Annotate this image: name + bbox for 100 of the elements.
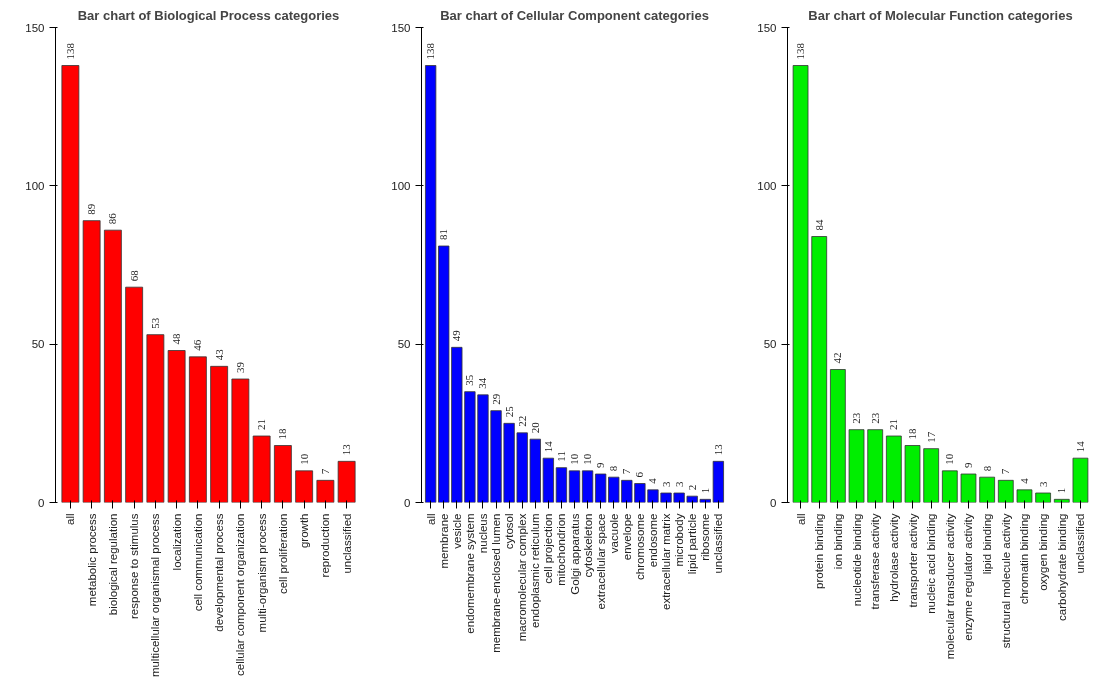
x-tick-label: localization	[170, 513, 183, 571]
data-label: 4	[1017, 477, 1030, 484]
x-tick-label: microbody	[673, 513, 686, 567]
data-label: 68	[127, 269, 140, 282]
x-tick-label: endomembrane system	[463, 513, 476, 634]
data-label: 14	[541, 440, 554, 453]
bar	[167, 350, 186, 503]
x-tick-label: metabolic process	[85, 513, 98, 607]
bar	[848, 429, 865, 503]
y-tick-label: 100	[757, 179, 777, 192]
x-tick-label: cell communication	[191, 513, 204, 612]
x-tick-label: unclassified	[712, 513, 725, 574]
chart-title: Bar chart of Molecular Function categories	[808, 7, 1073, 23]
y-tick-label: 150	[391, 21, 411, 34]
data-label: 21	[255, 419, 268, 430]
x-tick-label: carbohydrate binding	[1055, 513, 1068, 621]
data-label: 81	[437, 229, 450, 240]
y-tick-label: 150	[25, 21, 45, 34]
data-label: 34	[476, 377, 489, 389]
x-tick-label: ribosome	[699, 513, 712, 561]
bar	[555, 467, 568, 503]
x-tick-label: cytosol	[503, 513, 516, 550]
data-label: 22	[515, 415, 528, 427]
bar	[923, 448, 940, 503]
y-tick-label: 50	[397, 338, 411, 351]
x-tick-label: lipid binding	[981, 513, 994, 575]
data-label: 18	[906, 428, 919, 440]
data-label: 8	[980, 465, 993, 472]
data-label: 14	[1073, 440, 1086, 453]
data-label: 20	[528, 421, 541, 434]
x-tick-label: transporter activity	[906, 513, 919, 608]
y-tick-label: 50	[31, 338, 45, 351]
x-tick-label: chromatin binding	[1018, 513, 1031, 605]
data-label: 9	[961, 462, 974, 468]
data-label: 3	[1036, 481, 1049, 487]
data-label: 48	[170, 333, 183, 345]
x-tick-label: macromolecular complex	[516, 513, 529, 642]
data-label: 10	[568, 453, 580, 465]
y-tick-label: 0	[404, 496, 411, 509]
data-label: 10	[943, 453, 956, 465]
bar	[941, 470, 958, 503]
data-label: 138	[794, 42, 807, 60]
bar	[867, 429, 884, 503]
bar	[1072, 457, 1089, 503]
x-tick-label: unclassified	[1074, 513, 1087, 574]
y-tick-label: 100	[391, 179, 411, 192]
x-tick-label: ion binding	[831, 513, 844, 570]
x-tick-label: molecular transducer activity	[943, 513, 956, 660]
bar	[581, 470, 594, 503]
x-tick-label: extracellular space	[594, 513, 607, 610]
x-tick-label: developmental process	[213, 513, 226, 632]
bar	[231, 378, 250, 503]
data-label: 17	[924, 431, 937, 443]
x-tick-label: structural molecule activity	[999, 513, 1012, 649]
x-tick-label: reproduction	[319, 513, 332, 578]
data-label: 9	[594, 462, 607, 468]
chart-title: Bar chart of Cellular Component categories	[440, 7, 709, 23]
x-tick-label: protein binding	[813, 513, 826, 589]
x-tick-label: unclassified	[340, 513, 353, 574]
data-label: 39	[233, 361, 246, 373]
data-label: 3	[659, 481, 672, 487]
bar	[316, 479, 335, 503]
bar	[82, 220, 101, 503]
y-tick-label: 50	[763, 338, 777, 351]
data-label: 3	[672, 481, 685, 487]
data-label: 7	[999, 468, 1012, 475]
x-tick-label: transferase activity	[869, 513, 882, 610]
data-label: 2	[685, 484, 698, 491]
data-label: 21	[887, 419, 900, 430]
x-tick-label: all	[64, 513, 77, 526]
x-tick-label: nucleus	[476, 513, 489, 554]
bar	[210, 365, 229, 503]
data-label: 86	[106, 212, 119, 225]
y-tick-label: 0	[38, 496, 45, 509]
bar	[188, 356, 207, 503]
x-tick-label: cellular component organization	[234, 513, 247, 676]
bar	[885, 435, 902, 503]
bar	[146, 334, 165, 503]
x-tick-label: envelope	[620, 513, 633, 561]
data-label: 23	[850, 412, 863, 424]
data-label: 13	[711, 443, 724, 456]
data-label: 10	[297, 453, 310, 465]
data-label: 138	[424, 42, 437, 60]
data-label: 1	[1055, 487, 1068, 494]
data-label: 29	[489, 393, 502, 405]
x-tick-label: lipid particle	[686, 513, 699, 575]
bar	[1016, 489, 1033, 503]
x-tick-label: hydrolase activity	[887, 513, 900, 602]
x-tick-label: nucleotide binding	[850, 513, 863, 607]
bar	[252, 435, 271, 503]
data-label: 7	[318, 468, 331, 475]
data-label: 84	[812, 219, 825, 231]
x-tick-label: enzyme regulator activity	[962, 513, 975, 641]
bar	[103, 229, 122, 503]
x-tick-label: mitochondrion	[555, 513, 568, 586]
bar	[61, 65, 80, 503]
bar	[568, 470, 581, 503]
bar	[830, 369, 846, 503]
bar	[811, 236, 828, 503]
data-label: 4	[646, 477, 659, 484]
